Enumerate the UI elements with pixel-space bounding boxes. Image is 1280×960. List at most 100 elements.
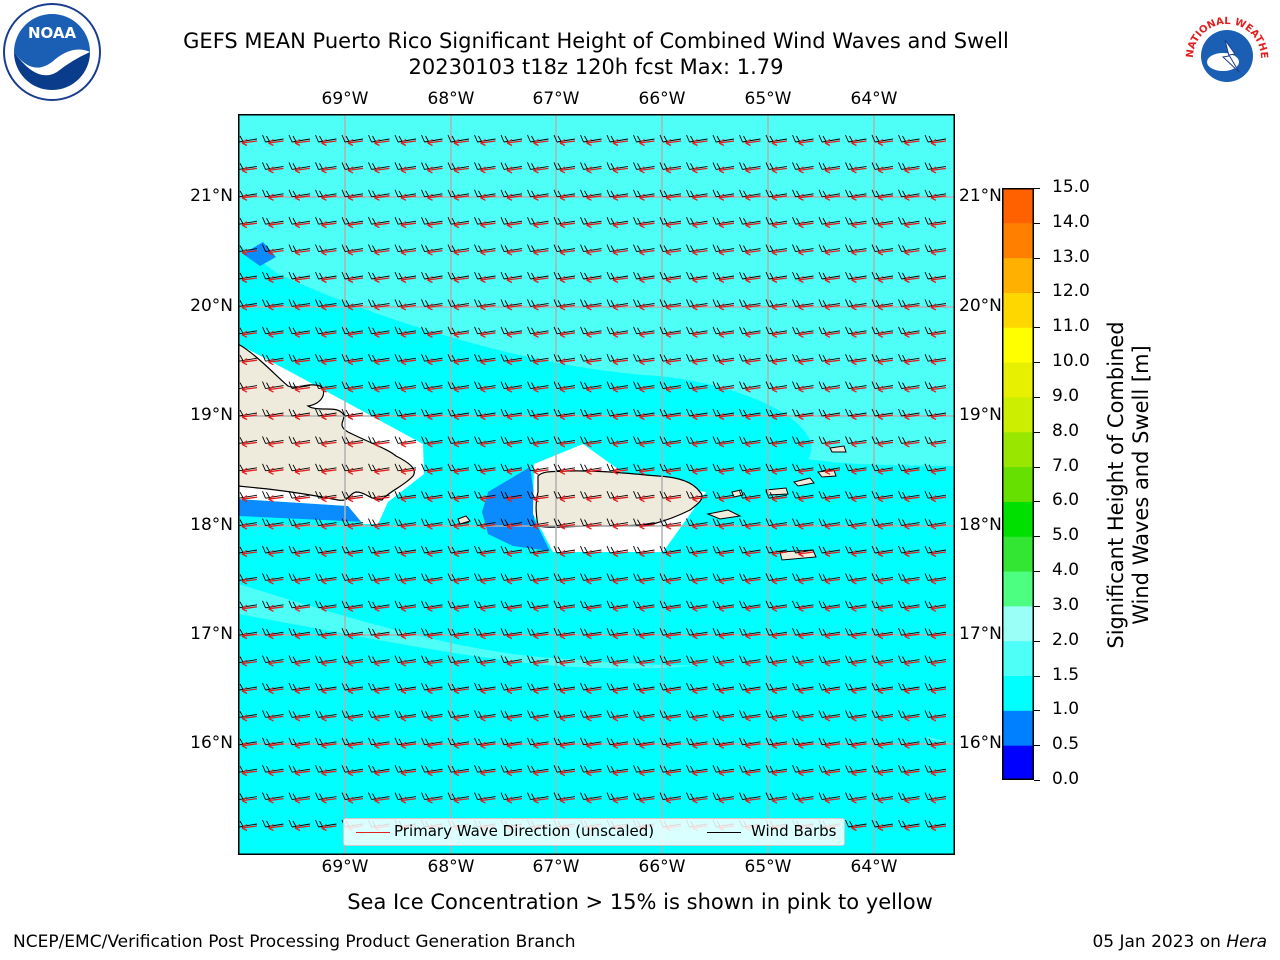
wave-direction-arrow (427, 522, 443, 530)
wind-barb (871, 162, 894, 170)
wind-barb (898, 573, 920, 581)
wind-barb (845, 271, 867, 280)
wind-barb (712, 518, 735, 527)
wind-barb (262, 408, 284, 417)
wind-barb (315, 217, 337, 225)
wind-barb (712, 354, 735, 362)
wave-direction-arrow (559, 221, 576, 229)
wind-barb (633, 710, 655, 718)
wave-direction-arrow (904, 769, 920, 777)
wave-direction-arrow (824, 440, 841, 448)
wave-direction-arrow (453, 632, 470, 640)
wind-barb (924, 737, 947, 746)
wave-direction-arrow (321, 796, 337, 804)
wave-direction-arrow (745, 741, 761, 749)
wave-direction-arrow (427, 495, 443, 503)
wave-direction-arrow (506, 166, 523, 174)
wind-barb (845, 463, 867, 472)
wave-direction-arrow (241, 714, 258, 722)
wind-barb (474, 545, 496, 554)
wind-barb (898, 463, 920, 472)
wave-direction-arrow (745, 248, 761, 256)
wind-barb (712, 628, 735, 636)
wave-direction-arrow (904, 166, 920, 174)
wave-direction-arrow (321, 193, 337, 201)
wind-barb (924, 299, 947, 307)
wind-barb (739, 189, 761, 198)
wind-barb (527, 436, 549, 444)
wave-direction-arrow (321, 549, 337, 558)
wave-direction-arrow (824, 659, 841, 667)
wave-direction-arrow (559, 358, 576, 366)
colorbar-segment (1002, 536, 1034, 572)
wave-direction-arrow (930, 714, 947, 722)
wind-barb (447, 765, 470, 773)
wave-direction-arrow (771, 330, 788, 338)
wind-barb (924, 244, 947, 253)
wind-barb (500, 463, 523, 472)
wave-direction-arrow (586, 138, 602, 147)
wave-direction-arrow (586, 495, 602, 503)
wind-barb (341, 491, 364, 499)
wind-barb (712, 491, 735, 499)
wind-barb (500, 217, 523, 225)
wind-barb (553, 765, 576, 773)
wind-barb (580, 408, 602, 417)
wave-direction-arrow (665, 248, 682, 256)
wind-barb (527, 381, 549, 390)
wind-barb (739, 408, 761, 417)
wind-barb (288, 244, 311, 253)
wind-barb (368, 354, 390, 362)
wind-barb (315, 545, 337, 554)
wave-direction-arrow (506, 412, 523, 421)
wave-direction-arrow (241, 358, 258, 366)
wind-barb (341, 436, 364, 444)
wave-direction-arrow (427, 714, 443, 722)
wind-barb (315, 573, 337, 581)
wave-direction-arrow (480, 412, 496, 421)
wave-direction-arrow (745, 522, 761, 530)
wind-barb (765, 217, 788, 225)
wind-barb (368, 765, 390, 773)
wave-direction-arrow (374, 330, 390, 338)
wave-direction-arrow (824, 412, 841, 421)
lat-label-left: 17°N (190, 624, 233, 644)
wave-direction-arrow (877, 138, 894, 147)
wind-barb (341, 628, 364, 636)
wind-barb (394, 710, 417, 718)
wave-direction-arrow (930, 330, 947, 338)
wind-barb (686, 737, 708, 746)
wind-barb (500, 628, 523, 636)
colorbar-tick (1034, 536, 1040, 538)
colorbar-tick (1034, 780, 1040, 781)
wave-direction-arrow (904, 275, 920, 284)
wind-barb (659, 189, 682, 198)
wave-direction-arrow (639, 522, 655, 530)
wave-direction-arrow (718, 495, 735, 503)
colorbar-tick-label: 0.5 (1052, 734, 1080, 755)
map-frame (238, 114, 955, 855)
wind-barb (739, 737, 761, 746)
wind-barb (871, 299, 894, 307)
wave-direction-arrow (533, 714, 549, 722)
wind-barb (474, 244, 496, 253)
lat-label-left: 20°N (190, 296, 233, 316)
wind-barb (447, 600, 470, 609)
wind-barb (421, 244, 443, 253)
wave-direction-arrow (877, 385, 894, 393)
wave-direction-arrow (480, 385, 496, 393)
wave-direction-arrow (453, 714, 470, 722)
wave-direction-arrow (427, 166, 443, 174)
wave-direction-arrow (374, 495, 390, 503)
wave-direction-arrow (851, 275, 867, 284)
hispaniola-land (238, 343, 415, 501)
wave-direction-arrow (321, 440, 337, 448)
wind-barb (898, 628, 920, 636)
wind-barb (527, 628, 549, 636)
wave-direction-arrow (904, 549, 920, 558)
colorbar-segment (1002, 640, 1034, 677)
wave-direction-arrow (612, 221, 629, 229)
wave-direction-arrow (559, 330, 576, 338)
wind-barb (288, 271, 311, 280)
wind-barb (898, 518, 920, 527)
